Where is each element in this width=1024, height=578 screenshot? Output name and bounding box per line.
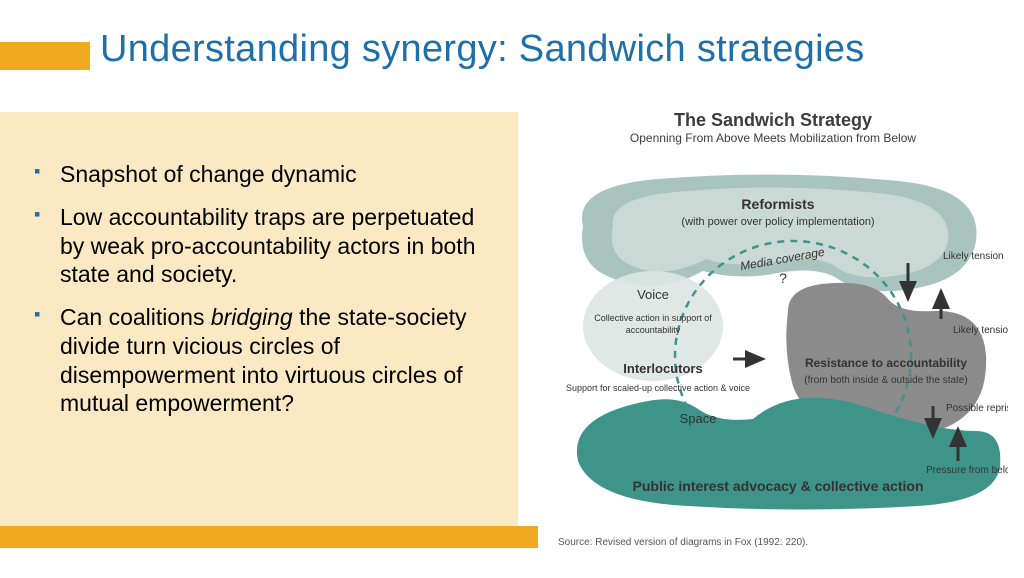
- label-pressure: Pressure from below: [926, 465, 1008, 476]
- label-reprisals: Possible reprisals: [946, 403, 1008, 414]
- title-accent-bar: [0, 42, 90, 70]
- sandwich-diagram: The Sandwich Strategy Openning From Abov…: [538, 110, 1008, 560]
- label-interlocutors-sub: Support for scaled-up collective action …: [566, 383, 750, 393]
- diagram-svg: Reformists (with power over policy imple…: [538, 151, 1008, 531]
- diagram-subtitle: Openning From Above Meets Mobilization f…: [538, 131, 1008, 145]
- diagram-title: The Sandwich Strategy: [538, 110, 1008, 131]
- bullet-list: Snapshot of change dynamic Low accountab…: [32, 160, 502, 432]
- label-tension-2: Likely tension: [953, 325, 1008, 336]
- diagram-source: Source: Revised version of diagrams in F…: [538, 537, 1008, 548]
- label-interlocutors: Interlocutors: [623, 361, 702, 376]
- label-resistance: Resistance to accountability: [805, 356, 967, 370]
- label-reformists-sub: (with power over policy implementation): [681, 216, 874, 228]
- label-voice-sub2: accountability: [626, 325, 681, 335]
- bullet-item-0: Snapshot of change dynamic: [32, 160, 502, 189]
- label-space: Space: [680, 411, 717, 426]
- bullet-item-1: Low accountability traps are perpetuated…: [32, 203, 502, 289]
- bottom-accent-bar: [0, 526, 538, 548]
- bullet-item-2: Can coalitions bridging the state-societ…: [32, 303, 502, 418]
- label-voice: Voice: [637, 287, 669, 302]
- slide-title: Understanding synergy: Sandwich strategi…: [100, 28, 865, 71]
- label-voice-sub1: Collective action in support of: [594, 313, 712, 323]
- label-tension-1: Likely tension: [943, 251, 1004, 262]
- label-reformists: Reformists: [741, 196, 814, 212]
- label-public: Public interest advocacy & collective ac…: [633, 478, 924, 494]
- label-resistance-sub: (from both inside & outside the state): [804, 375, 967, 386]
- label-question: ?: [779, 270, 787, 286]
